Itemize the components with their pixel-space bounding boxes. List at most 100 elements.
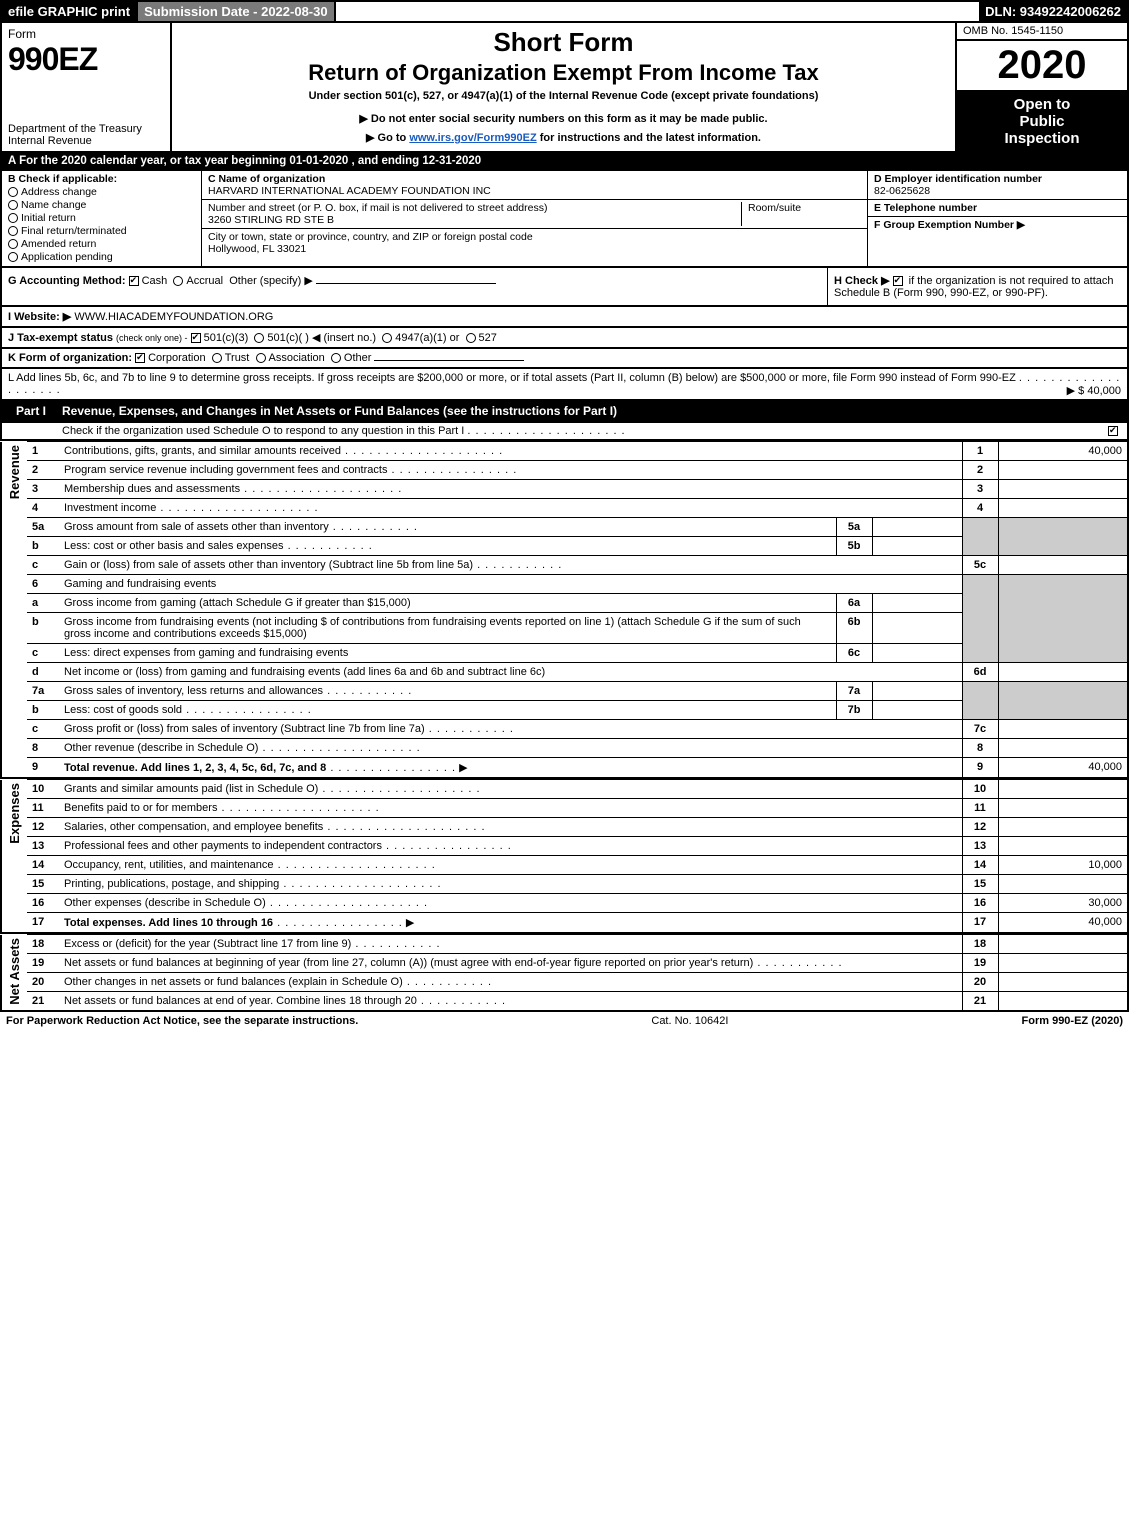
l2-box: 2 [962, 461, 998, 480]
l5a-desc: Gross amount from sale of assets other t… [64, 521, 418, 533]
l6a-desc: Gross income from gaming (attach Schedul… [59, 594, 836, 613]
irs-link[interactable]: www.irs.gov/Form990EZ [409, 132, 536, 144]
l6-num: 6 [27, 575, 59, 594]
section-j-tax-exempt: J Tax-exempt status (check only one) - 5… [0, 328, 1129, 349]
k-other-radio[interactable] [331, 353, 341, 363]
accounting-label: G Accounting Method: [8, 275, 126, 287]
l4-desc: Investment income [64, 502, 319, 514]
l19-box: 19 [962, 954, 998, 973]
l5c-desc: Gain or (loss) from sale of assets other… [64, 559, 562, 571]
k-assoc-radio[interactable] [256, 353, 266, 363]
cash-checkbox[interactable] [129, 276, 139, 286]
l6a-num: a [27, 594, 59, 613]
l15-amt [998, 875, 1128, 894]
goto-prefix: ▶ Go to [366, 132, 409, 144]
submission-date-label: Submission Date - 2022-08-30 [138, 2, 336, 21]
l18-box: 18 [962, 935, 998, 954]
line-a-tax-year: A For the 2020 calendar year, or tax yea… [0, 153, 1129, 171]
section-h-scheduleb: H Check ▶ if the organization is not req… [827, 268, 1127, 305]
k-other-line[interactable] [374, 360, 524, 361]
l9-num: 9 [27, 758, 59, 779]
open-line3: Inspection [961, 130, 1123, 147]
k-other-label: Other [344, 352, 372, 364]
l5a-subamt [872, 518, 962, 537]
l10-amt [998, 780, 1128, 799]
l5-shaded-box [962, 518, 998, 556]
revenue-table: Revenue 1 Contributions, gifts, grants, … [0, 441, 1129, 779]
l10-num: 10 [27, 780, 59, 799]
org-name-label: C Name of organization [208, 173, 491, 185]
check-initial-return[interactable]: Initial return [8, 212, 195, 224]
expenses-side-label: Expenses [7, 783, 22, 844]
l19-amt [998, 954, 1128, 973]
l5c-box: 5c [962, 556, 998, 575]
opt-application-pending: Application pending [21, 251, 113, 263]
other-specify-line[interactable] [316, 283, 496, 284]
section-b-checkboxes: B Check if applicable: Address change Na… [2, 171, 202, 266]
l12-amt [998, 818, 1128, 837]
l6a-subamt [872, 594, 962, 613]
opt-amended-return: Amended return [21, 238, 96, 250]
street-value: 3260 STIRLING RD STE B [208, 214, 741, 226]
j-4947-radio[interactable] [382, 333, 392, 343]
form-id-block: Form 990EZ Department of the Treasury In… [2, 23, 172, 151]
l15-desc: Printing, publications, postage, and shi… [64, 878, 442, 890]
k-assoc-label: Association [269, 352, 325, 364]
city-label: City or town, state or province, country… [208, 231, 533, 243]
l15-num: 15 [27, 875, 59, 894]
expenses-table: Expenses 10 Grants and similar amounts p… [0, 779, 1129, 934]
check-name-change[interactable]: Name change [8, 199, 195, 211]
k-trust-radio[interactable] [212, 353, 222, 363]
l17-box: 17 [962, 913, 998, 934]
row-gh: G Accounting Method: Cash Accrual Other … [0, 268, 1129, 307]
check-address-change[interactable]: Address change [8, 186, 195, 198]
check-final-return[interactable]: Final return/terminated [8, 225, 195, 237]
accrual-radio[interactable] [173, 276, 183, 286]
l5b-desc: Less: cost or other basis and sales expe… [64, 540, 373, 552]
l6d-box: 6d [962, 663, 998, 682]
l7c-desc: Gross profit or (loss) from sales of inv… [64, 723, 514, 735]
ein-value: 82-0625628 [874, 185, 1121, 197]
k-corp-checkbox[interactable] [135, 353, 145, 363]
short-form-title: Short Form [178, 27, 949, 58]
j-527-label: 527 [479, 332, 497, 344]
efile-print-button[interactable]: efile GRAPHIC print [2, 2, 138, 21]
form-meta-block: OMB No. 1545-1150 2020 Open to Public In… [957, 23, 1127, 151]
l12-box: 12 [962, 818, 998, 837]
j-501c3-checkbox[interactable] [191, 333, 201, 343]
l9-box: 9 [962, 758, 998, 779]
l9-amt: 40,000 [998, 758, 1128, 779]
j-501c-radio[interactable] [254, 333, 264, 343]
l2-num: 2 [27, 461, 59, 480]
l14-box: 14 [962, 856, 998, 875]
l12-num: 12 [27, 818, 59, 837]
l4-box: 4 [962, 499, 998, 518]
l16-box: 16 [962, 894, 998, 913]
l6d-num: d [27, 663, 59, 682]
l20-amt [998, 973, 1128, 992]
j-note: (check only one) - [116, 333, 188, 343]
l5c-num: c [27, 556, 59, 575]
group-exemption-label: F Group Exemption Number ▶ [874, 219, 1121, 231]
l11-amt [998, 799, 1128, 818]
part1-scheduleo-checkbox[interactable] [1108, 426, 1118, 436]
h-checkbox[interactable] [893, 276, 903, 286]
j-527-radio[interactable] [466, 333, 476, 343]
j-501c3-label: 501(c)(3) [204, 332, 249, 344]
l14-amt: 10,000 [998, 856, 1128, 875]
h-label: H Check ▶ [834, 275, 890, 287]
l15-box: 15 [962, 875, 998, 894]
l19-dots [753, 957, 842, 969]
l-amount: ▶ $ 40,000 [1067, 384, 1121, 397]
l17-dots [273, 917, 403, 929]
k-corp-label: Corporation [148, 352, 205, 364]
check-amended-return[interactable]: Amended return [8, 238, 195, 250]
l9-desc: Total revenue. Add lines 1, 2, 3, 4, 5c,… [64, 762, 326, 774]
l19-num: 19 [27, 954, 59, 973]
footer-right: Form 990-EZ (2020) [1022, 1015, 1123, 1027]
check-application-pending[interactable]: Application pending [8, 251, 195, 263]
l3-box: 3 [962, 480, 998, 499]
open-line2: Public [961, 113, 1123, 130]
part1-sub-text: Check if the organization used Schedule … [62, 425, 464, 437]
l6c-subamt [872, 644, 962, 663]
